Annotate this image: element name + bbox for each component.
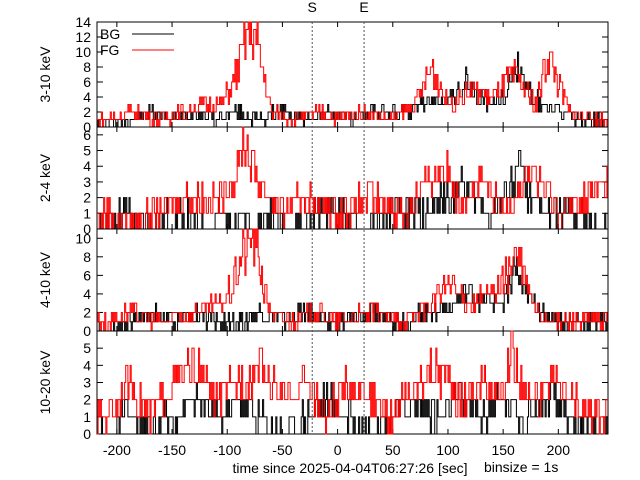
y-tick-label: 4 — [83, 286, 91, 302]
y-tick-label: 6 — [83, 74, 91, 90]
series-BG-line — [97, 51, 608, 128]
x-tick-label: 200 — [547, 442, 571, 458]
marker-label-S: S — [308, 0, 317, 15]
y-tick-label: 8 — [83, 59, 91, 75]
marker-label-E: E — [359, 0, 368, 15]
y-tick-label: 1 — [83, 409, 91, 425]
x-tick-label: -50 — [272, 442, 292, 458]
y-tick-label: 0 — [83, 119, 91, 135]
y-tick-label: 5 — [83, 340, 91, 356]
series-BG-line — [97, 382, 608, 435]
y-tick-label: 0 — [83, 323, 91, 339]
series-BG-line — [97, 150, 608, 230]
x-tick-label: 100 — [436, 442, 460, 458]
panel-frame — [96, 21, 609, 128]
x-tick-label: 0 — [334, 442, 342, 458]
y-axis-label: 10-20 keV — [37, 350, 53, 414]
y-axis-label: 2-4 keV — [37, 153, 53, 202]
y-tick-label: 10 — [75, 44, 91, 60]
legend-label-FG: FG — [100, 42, 119, 58]
series-FG-line — [97, 21, 608, 128]
x-tick-label: 50 — [385, 442, 401, 458]
panel-2: 0 2 4 6 8 10 4-10 keV — [37, 228, 609, 339]
y-tick-label: 2 — [83, 104, 91, 120]
y-tick-label: 2 — [83, 304, 91, 320]
x-tick-label: -150 — [158, 442, 186, 458]
y-tick-label: 8 — [83, 249, 91, 265]
y-tick-label: 2 — [83, 392, 91, 408]
binsize-label: binsize = 1s — [484, 459, 558, 475]
x-axis-label: time since 2025-04-04T06:27:26 [sec] — [232, 460, 467, 476]
panel-frame — [96, 228, 609, 332]
y-tick-label: 6 — [83, 127, 91, 143]
y-tick-label: 5 — [83, 143, 91, 159]
series-FG-line — [97, 228, 608, 332]
y-tick-label: 4 — [83, 158, 91, 174]
y-tick-label: 12 — [75, 29, 91, 45]
y-tick-label: 14 — [75, 14, 91, 30]
y-tick-label: 0 — [83, 221, 91, 237]
y-tick-label: 2 — [83, 190, 91, 206]
x-axis: time since 2025-04-04T06:27:26 [sec] bin… — [103, 442, 570, 476]
y-tick-label: 10 — [75, 230, 91, 246]
y-axis-label: 3-10 keV — [37, 46, 53, 103]
y-tick-label: 1 — [83, 205, 91, 221]
y-tick-label: 4 — [83, 89, 91, 105]
series-FG-line — [97, 330, 608, 435]
x-tick-label: -100 — [213, 442, 241, 458]
y-axis-label: 4-10 keV — [37, 251, 53, 308]
x-tick-label: 150 — [491, 442, 515, 458]
y-tick-label: 3 — [83, 174, 91, 190]
y-tick-label: 4 — [83, 357, 91, 373]
legend-label-BG: BG — [100, 26, 120, 42]
x-tick-label: -200 — [103, 442, 131, 458]
y-tick-label: 6 — [83, 267, 91, 283]
y-tick-label: 3 — [83, 375, 91, 391]
y-tick-label: 0 — [83, 426, 91, 442]
